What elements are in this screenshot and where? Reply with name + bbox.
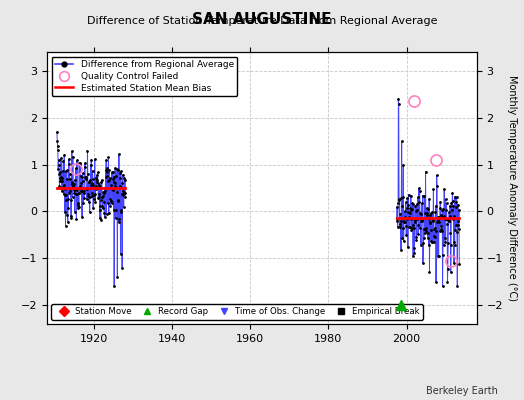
Text: SAN AUGUSTINE: SAN AUGUSTINE — [192, 12, 332, 27]
Legend: Station Move, Record Gap, Time of Obs. Change, Empirical Break: Station Move, Record Gap, Time of Obs. C… — [51, 304, 423, 320]
Title: Difference of Station Temperature Data from Regional Average: Difference of Station Temperature Data f… — [87, 16, 437, 26]
Text: Berkeley Earth: Berkeley Earth — [426, 386, 498, 396]
Y-axis label: Monthly Temperature Anomaly Difference (°C): Monthly Temperature Anomaly Difference (… — [507, 75, 517, 301]
